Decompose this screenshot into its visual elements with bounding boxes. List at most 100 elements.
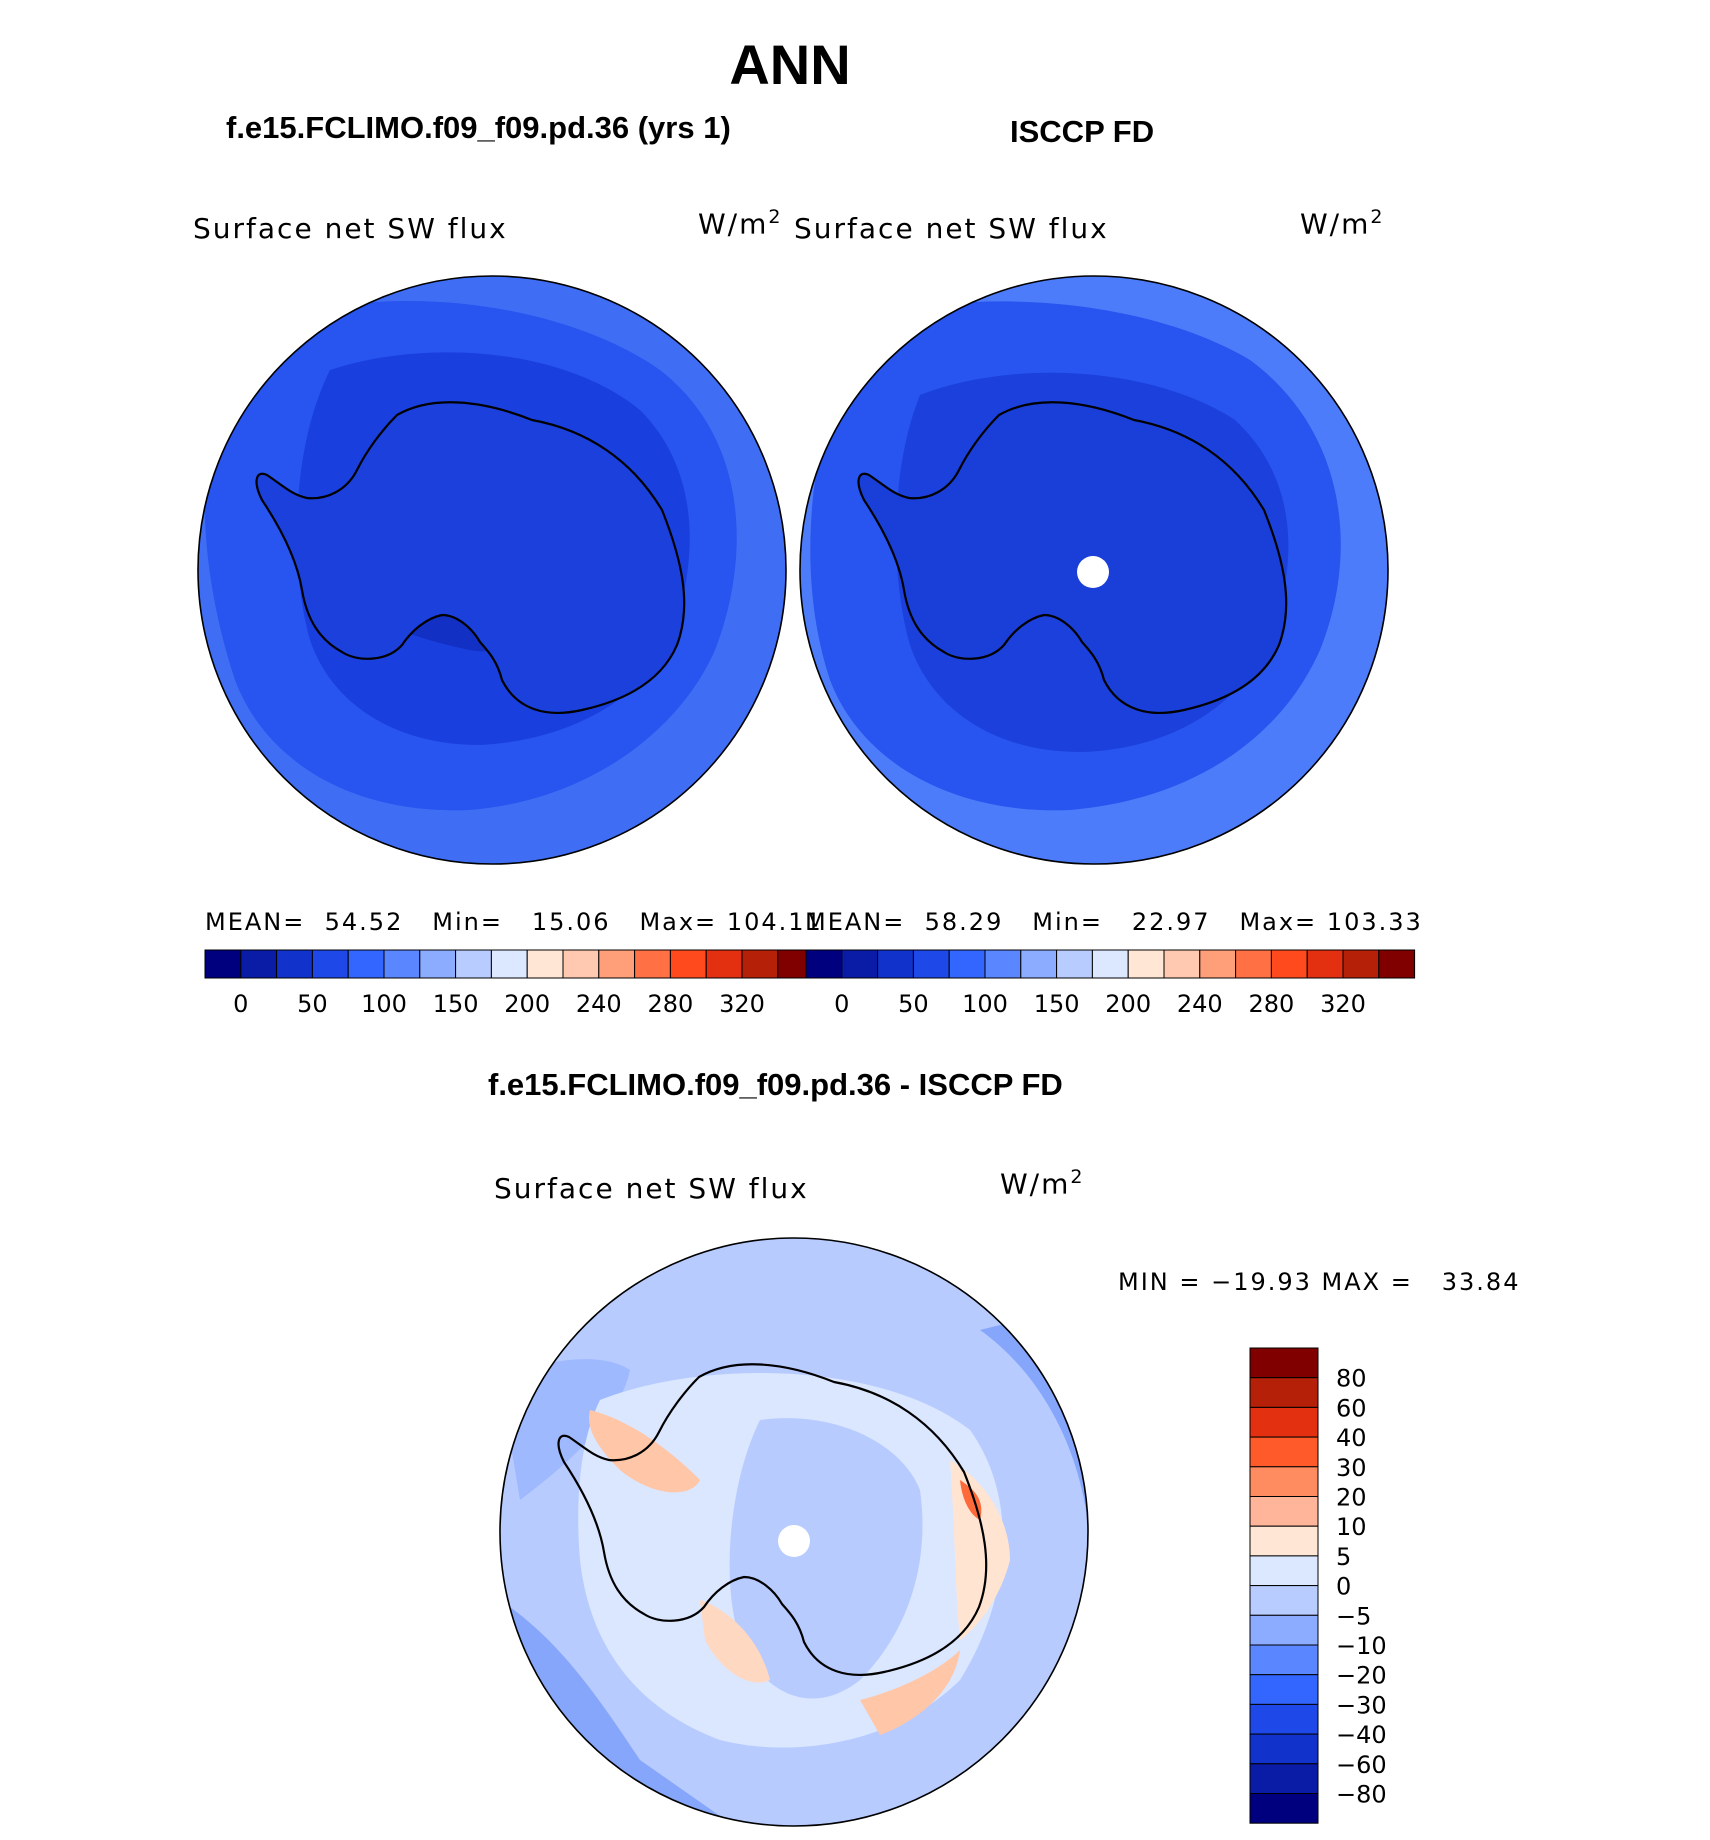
model-colorbar-tick-label: 0 — [233, 990, 248, 1018]
diff-map — [499, 1237, 1089, 1827]
model-colorbar-tick-label: 150 — [433, 990, 479, 1018]
model-colorbar-tick-label: 100 — [361, 990, 407, 1018]
diff-panel-title: f.e15.FCLIMO.f09_f09.pd.36 - ISCCP FD — [488, 1067, 1063, 1102]
obs-colorbar-swatch — [1235, 949, 1272, 979]
model-colorbar-swatch — [526, 949, 564, 979]
diff-colorbar-swatch — [1249, 1496, 1319, 1527]
model-map — [197, 275, 787, 865]
obs-colorbar-tick-label: 0 — [834, 990, 849, 1018]
model-colorbar-swatch — [741, 949, 779, 979]
diff-colorbar-tick-label: 60 — [1336, 1394, 1367, 1422]
diff-colorbar-swatch — [1249, 1703, 1319, 1735]
diff-colorbar-swatch — [1249, 1644, 1319, 1676]
model-colorbar-swatch — [347, 949, 385, 979]
obs-colorbar-tick-label: 150 — [1034, 990, 1080, 1018]
diff-colorbar-tick-label: −80 — [1336, 1781, 1387, 1809]
obs-map — [799, 275, 1389, 865]
model-min-value: 15.06 — [531, 908, 611, 936]
obs-colorbar-swatch — [912, 949, 950, 979]
model-colorbar-swatch — [311, 949, 349, 979]
obs-units-label: W/m2 — [1300, 206, 1385, 241]
diff-colorbar-swatch — [1249, 1466, 1319, 1498]
obs-colorbar-tick-label: 100 — [962, 990, 1008, 1018]
obs-colorbar-swatch — [1056, 949, 1093, 979]
model-panel-title: f.e15.FCLIMO.f09_f09.pd.36 (yrs 1) — [226, 110, 731, 145]
model-colorbar-swatch — [598, 949, 636, 979]
diff-colorbar-swatch — [1249, 1733, 1319, 1765]
diff-max-value: 33.84 — [1441, 1268, 1521, 1296]
obs-colorbar-tick-label: 50 — [898, 990, 929, 1018]
obs-stats: MEAN= 58.29 Min= 22.97 Max= 103.33 — [805, 908, 1423, 936]
diff-colorbar-swatch — [1249, 1525, 1319, 1557]
model-colorbar-tick-label: 200 — [504, 990, 550, 1018]
diff-colorbar-tick-label: 30 — [1336, 1454, 1367, 1482]
obs-colorbar-swatch — [1163, 949, 1201, 979]
diff-colorbar-tick-label: −60 — [1336, 1751, 1387, 1779]
diff-colorbar-swatch — [1249, 1406, 1319, 1438]
diff-colorbar-tick-label: −40 — [1336, 1721, 1387, 1749]
diff-colorbar-tick-label: 80 — [1336, 1365, 1367, 1393]
model-colorbar-swatch — [705, 949, 743, 979]
diff-units-label: W/m2 — [1000, 1166, 1085, 1201]
diff-variable-label: Surface net SW flux — [494, 1172, 809, 1205]
obs-variable-label: Surface net SW flux — [794, 212, 1109, 245]
model-mean-label: MEAN= — [205, 908, 306, 936]
model-colorbar-swatch — [562, 949, 600, 979]
obs-max-value: 103.33 — [1326, 908, 1423, 936]
diff-colorbar-swatch — [1249, 1793, 1319, 1824]
obs-colorbar-swatch — [1378, 949, 1416, 979]
model-colorbar-swatch — [634, 949, 671, 979]
obs-colorbar: 0 50 100 150 200 240 280 320 — [805, 949, 1416, 1018]
obs-colorbar-swatch — [1091, 949, 1129, 979]
obs-colorbar-swatch — [1127, 949, 1165, 979]
obs-colorbar-tick-label: 280 — [1248, 990, 1294, 1018]
diff-colorbar-tick-label: −30 — [1336, 1691, 1387, 1719]
obs-colorbar-swatch — [841, 949, 879, 979]
obs-colorbar-swatch — [948, 949, 986, 979]
model-colorbar-swatch — [240, 949, 278, 979]
obs-colorbar-swatch — [1270, 949, 1308, 979]
obs-colorbar-swatch — [1306, 949, 1344, 979]
obs-min-value: 22.97 — [1131, 908, 1211, 936]
diff-colorbar-tick-label: 40 — [1336, 1424, 1367, 1452]
model-colorbar-tick-label: 280 — [647, 990, 693, 1018]
obs-mean-label: MEAN= — [805, 908, 906, 936]
obs-colorbar-tick-label: 320 — [1320, 990, 1366, 1018]
model-colorbar-swatch — [383, 949, 421, 979]
model-stats: MEAN= 54.52 Min= 15.06 Max= 104.11 — [205, 908, 823, 936]
model-max-value: 104.11 — [726, 908, 823, 936]
diff-colorbar-tick-label: −20 — [1336, 1662, 1387, 1690]
obs-panel-title: ISCCP FD — [1010, 114, 1155, 149]
model-colorbar-swatch — [669, 949, 707, 979]
figure-title: ANN — [729, 33, 851, 96]
model-colorbar-swatch — [276, 949, 313, 979]
model-colorbar-tick-label: 320 — [719, 990, 765, 1018]
diff-stats: MIN = −19.93 MAX = 33.84 — [1118, 1268, 1520, 1296]
model-mean-value: 54.52 — [324, 908, 404, 936]
obs-colorbar-tick-label: 240 — [1177, 990, 1223, 1018]
obs-mean-value: 58.29 — [924, 908, 1004, 936]
model-colorbar-tick-label: 240 — [576, 990, 622, 1018]
model-colorbar-swatch — [455, 949, 492, 979]
model-colorbar-swatch — [204, 949, 242, 979]
diff-colorbar-tick-label: 5 — [1336, 1543, 1351, 1571]
obs-colorbar-swatch — [805, 949, 843, 979]
obs-colorbar-swatch — [1342, 949, 1380, 979]
model-max-label: Max= — [639, 908, 718, 936]
obs-colorbar-swatch — [984, 949, 1022, 979]
diff-colorbar-swatch — [1249, 1347, 1319, 1379]
diff-colorbar-tick-label: 20 — [1336, 1484, 1367, 1512]
obs-colorbar-tick-label: 200 — [1105, 990, 1151, 1018]
diff-colorbar-tick-label: −5 — [1336, 1602, 1371, 1630]
diff-colorbar-swatch — [1249, 1763, 1319, 1795]
diff-colorbar-tick-label: 0 — [1336, 1573, 1351, 1601]
diff-minmax-label: MIN = −19.93 MAX = — [1118, 1268, 1413, 1296]
diff-colorbar-swatch — [1249, 1674, 1319, 1705]
model-colorbar-tick-label: 50 — [297, 990, 328, 1018]
model-min-label: Min= — [432, 908, 503, 936]
diff-colorbar-swatch — [1249, 1585, 1319, 1616]
model-colorbar-swatch — [490, 949, 528, 979]
model-colorbar-swatch — [419, 949, 457, 979]
